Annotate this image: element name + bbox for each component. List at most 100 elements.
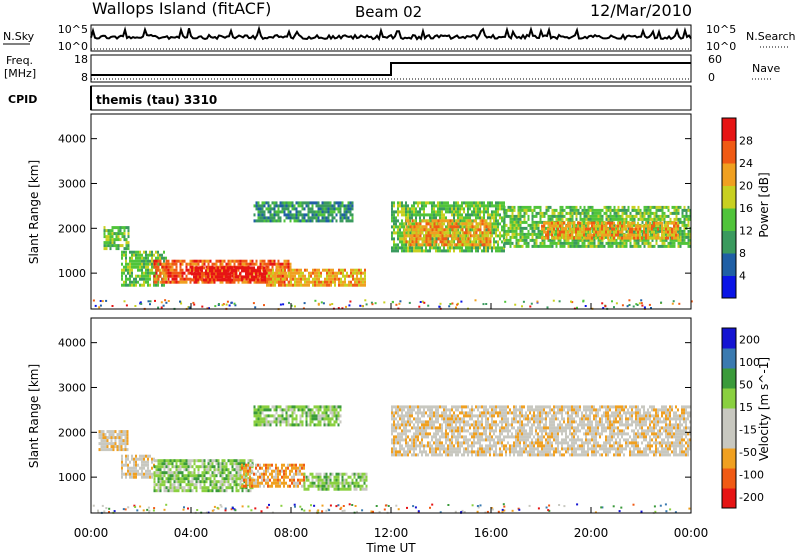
heatmap-cell: [295, 466, 297, 470]
heatmap-cell: [511, 208, 514, 212]
heatmap-cell: [499, 207, 501, 211]
heatmap-cell: [261, 207, 264, 211]
heatmap-cell: [279, 268, 282, 272]
heatmap-cell: [107, 238, 110, 242]
heatmap-cell: [423, 228, 426, 232]
heatmap-cell: [291, 463, 293, 467]
heatmap-cell: [127, 262, 129, 266]
heatmap-cell: [231, 280, 234, 284]
heatmap-cell: [263, 280, 266, 284]
heatmap-cell: [445, 234, 448, 238]
heatmap-cell: [311, 484, 314, 488]
heatmap-cell: [543, 211, 546, 215]
heatmap-cell: [655, 226, 658, 230]
heatmap-cell: [457, 216, 459, 220]
heatmap-cell: [407, 228, 410, 232]
heatmap-cell: [100, 448, 103, 452]
heatmap-cell: [609, 217, 612, 221]
heatmap-cell: [353, 475, 356, 479]
heatmap-cell: [267, 265, 270, 269]
heatmap-cell: [463, 240, 466, 244]
heatmap-cell: [356, 277, 358, 281]
heatmap-cell: [334, 271, 336, 275]
heatmap-cell: [257, 269, 259, 273]
heatmap-cell: [529, 305, 532, 308]
heatmap-cell: [617, 233, 619, 237]
heatmap-cell: [639, 211, 642, 215]
heatmap-cell: [535, 211, 538, 215]
heatmap-cell: [257, 266, 259, 270]
heatmap-cell: [259, 280, 262, 284]
heatmap-cell: [334, 280, 336, 284]
heatmap-cell: [122, 448, 125, 452]
heatmap-cell: [303, 201, 306, 205]
heatmap-cell: [479, 234, 481, 238]
heatmap-cell: [353, 487, 356, 491]
heatmap-cell: [325, 204, 328, 208]
heatmap-cell: [587, 236, 589, 240]
heatmap-cell: [231, 477, 234, 481]
heatmap-cell: [110, 442, 113, 446]
heatmap-cell: [637, 221, 639, 225]
heatmap-cell: [151, 250, 153, 254]
heatmap-cell: [282, 268, 284, 272]
heatmap-cell: [345, 481, 348, 485]
heatmap-cell: [193, 275, 195, 279]
heatmap-cell: [354, 271, 356, 275]
heatmap-cell: [427, 201, 429, 205]
heatmap-cell: [330, 274, 332, 278]
heatmap-cell: [285, 265, 288, 269]
heatmap-cell: [521, 232, 524, 236]
heatmap-cell: [441, 237, 444, 241]
heatmap-cell: [181, 259, 184, 263]
heatmap-cell: [503, 220, 506, 224]
heatmap-cell: [259, 216, 262, 220]
heatmap-cell: [247, 266, 249, 270]
heatmap-cell: [183, 477, 186, 481]
heatmap-cell: [445, 207, 447, 211]
heatmap-cell: [465, 234, 467, 238]
heatmap-cell: [275, 213, 278, 217]
heatmap-cell: [237, 468, 240, 472]
heatmap-cell: [195, 272, 197, 276]
heatmap-cell: [629, 238, 632, 242]
heatmap-cell: [391, 225, 393, 229]
heatmap-cell: [133, 469, 135, 473]
heatmap-cell: [299, 219, 302, 223]
heatmap-cell: [449, 246, 451, 250]
heatmap-cell: [681, 229, 684, 233]
heatmap-cell: [603, 205, 606, 209]
heatmap-cell: [497, 243, 499, 247]
heatmap-cell: [573, 224, 575, 228]
heatmap-cell: [349, 201, 352, 205]
heatmap-cell: [457, 210, 459, 214]
heatmap-cell: [473, 225, 476, 229]
heatmap-cell: [287, 259, 290, 263]
heatmap-cell: [145, 253, 147, 257]
heatmap-cell: [427, 213, 429, 217]
heatmap-cell: [445, 201, 447, 205]
heatmap-cell: [249, 463, 251, 467]
heatmap-cell: [403, 234, 406, 238]
heatmap-cell: [147, 268, 149, 272]
heatmap-cell: [315, 201, 318, 205]
heatmap-cell: [177, 459, 180, 463]
heatmap-cell: [140, 302, 143, 305]
heatmap-cell: [183, 480, 186, 484]
heatmap-cell: [299, 204, 302, 208]
heatmap-cell: [663, 230, 665, 234]
heatmap-cell: [314, 280, 316, 284]
heatmap-cell: [603, 233, 605, 237]
heatmap-cell: [279, 481, 281, 485]
heatmap-cell: [415, 216, 417, 220]
heatmap-cell: [187, 489, 190, 493]
heatmap-cell: [181, 465, 184, 469]
heatmap-cell: [307, 204, 310, 208]
heatmap-cell: [354, 280, 356, 284]
heatmap-cell: [505, 211, 508, 215]
heatmap-cell: [325, 481, 328, 485]
heatmap-cell: [333, 481, 336, 485]
heatmap-cell: [319, 204, 322, 208]
heatmap-cell: [348, 304, 351, 307]
heatmap-cell: [123, 265, 125, 269]
